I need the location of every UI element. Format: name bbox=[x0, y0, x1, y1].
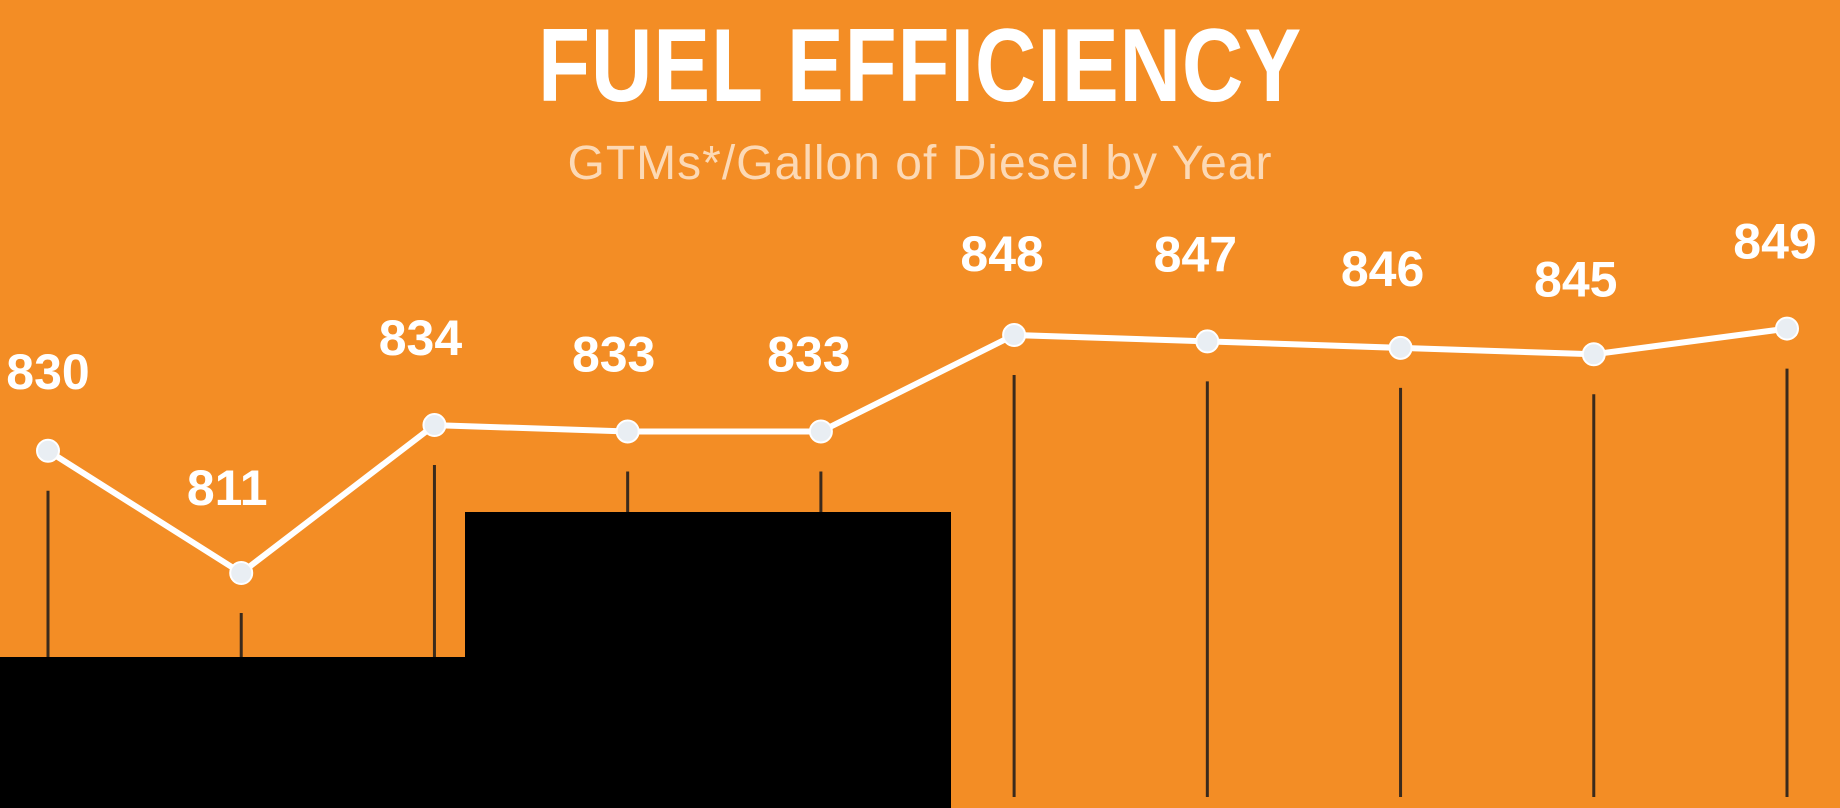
data-label: 833 bbox=[572, 326, 655, 382]
data-label: 845 bbox=[1534, 251, 1617, 307]
data-point bbox=[36, 438, 60, 463]
data-label: 846 bbox=[1341, 241, 1424, 297]
series-line bbox=[45, 325, 1790, 576]
redaction-block-lower bbox=[0, 657, 951, 808]
data-labels: 830 811 834 833 833 848 847 846 845 849 bbox=[6, 214, 1816, 516]
data-point bbox=[229, 561, 254, 585]
data-label: 847 bbox=[1154, 226, 1237, 282]
data-points bbox=[36, 316, 1799, 585]
data-point bbox=[1195, 329, 1220, 354]
chart-subtitle: GTMs*/Gallon of Diesel by Year bbox=[567, 137, 1273, 190]
data-point bbox=[1002, 323, 1027, 347]
data-point bbox=[422, 413, 447, 438]
data-label: 811 bbox=[187, 460, 268, 516]
data-point bbox=[615, 419, 640, 444]
data-label: 830 bbox=[6, 344, 89, 400]
data-label: 848 bbox=[960, 226, 1043, 282]
data-point bbox=[808, 419, 833, 444]
data-label: 849 bbox=[1733, 214, 1816, 270]
data-point bbox=[1388, 335, 1413, 360]
data-label: 834 bbox=[379, 310, 463, 366]
chart-title: FUEL EFFICIENCY bbox=[537, 8, 1303, 124]
data-point bbox=[1581, 342, 1606, 367]
data-label: 833 bbox=[767, 326, 850, 382]
data-point bbox=[1775, 316, 1799, 341]
